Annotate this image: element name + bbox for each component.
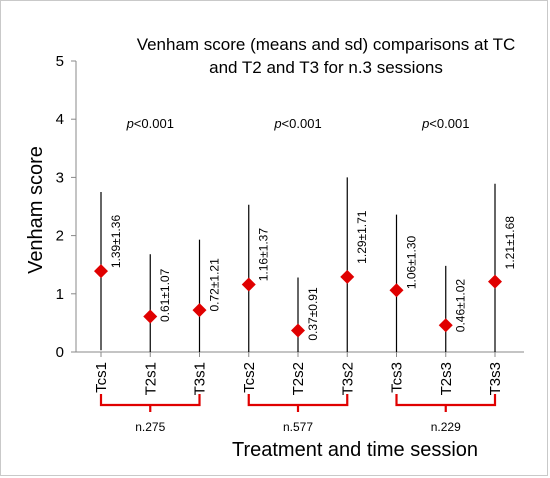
- mean-marker: [192, 303, 207, 318]
- y-tick-label: 4: [56, 111, 64, 128]
- p-value-label: p<0.001: [126, 116, 174, 131]
- session-bracket: [395, 394, 497, 412]
- mean-marker: [241, 277, 256, 292]
- data-label: 0.72±1.21: [208, 258, 222, 312]
- chart-title-line-2: and T2 and T3 for n.3 sessions: [209, 58, 443, 77]
- mean-marker: [291, 323, 305, 338]
- mean-marker: [143, 309, 158, 324]
- data-label: 1.39±1.36: [109, 215, 123, 269]
- y-tick-label: 2: [56, 228, 64, 245]
- session-groups: p<0.001 n.275 p<0.001 n.577 p<0.001 n.229: [99, 116, 497, 434]
- data-label: 1.29±1.71: [355, 210, 369, 264]
- data-label: 1.06±1.30: [405, 236, 419, 290]
- category-label: Tcs2: [241, 362, 258, 393]
- group-n-label: n.229: [431, 420, 461, 434]
- category-label: T3s3: [487, 362, 504, 395]
- category-label: T2s3: [438, 362, 455, 395]
- p-value-label: p<0.001: [421, 116, 469, 131]
- session-bracket: [99, 394, 201, 412]
- category-label: Tcs3: [389, 362, 406, 393]
- data-label: 1.21±1.68: [503, 216, 517, 270]
- y-tick-label: 1: [56, 286, 64, 303]
- session-bracket: [247, 394, 349, 412]
- y-axis-title: Venham score: [25, 146, 47, 274]
- y-tick-label: 0: [56, 344, 64, 361]
- group-n-label: n.577: [283, 420, 313, 434]
- mean-marker: [94, 264, 108, 279]
- p-value-label: p<0.001: [273, 116, 321, 131]
- category-label: T2s1: [142, 362, 159, 395]
- data-label: 0.37±0.91: [306, 287, 320, 341]
- mean-marker: [488, 274, 502, 289]
- mean-marker: [438, 318, 453, 333]
- category-label: T3s1: [192, 362, 209, 395]
- mean-marker: [389, 283, 404, 298]
- chart-title-line-1: Venham score (means and sd) comparisons …: [137, 35, 516, 54]
- category-label: T2s2: [290, 362, 307, 395]
- category-label: T3s2: [339, 362, 356, 395]
- mean-marker: [340, 269, 355, 284]
- data-label: 0.61±1.07: [158, 268, 172, 322]
- data-label: 1.16±1.37: [257, 228, 271, 282]
- x-axis-title: Treatment and time session: [232, 439, 478, 461]
- y-axis: 0 1 2 3 4 5: [56, 53, 76, 361]
- group-n-label: n.275: [135, 420, 165, 434]
- data-label: 0.46±1.02: [454, 279, 468, 333]
- y-tick-label: 3: [56, 169, 64, 186]
- y-tick-label: 5: [56, 53, 64, 70]
- category-label: Tcs1: [93, 362, 110, 393]
- series-marks: 1.39±1.36 Tcs1 0.61±1.07 T2s1 0.72±1.21 T3s1 1…: [93, 177, 517, 395]
